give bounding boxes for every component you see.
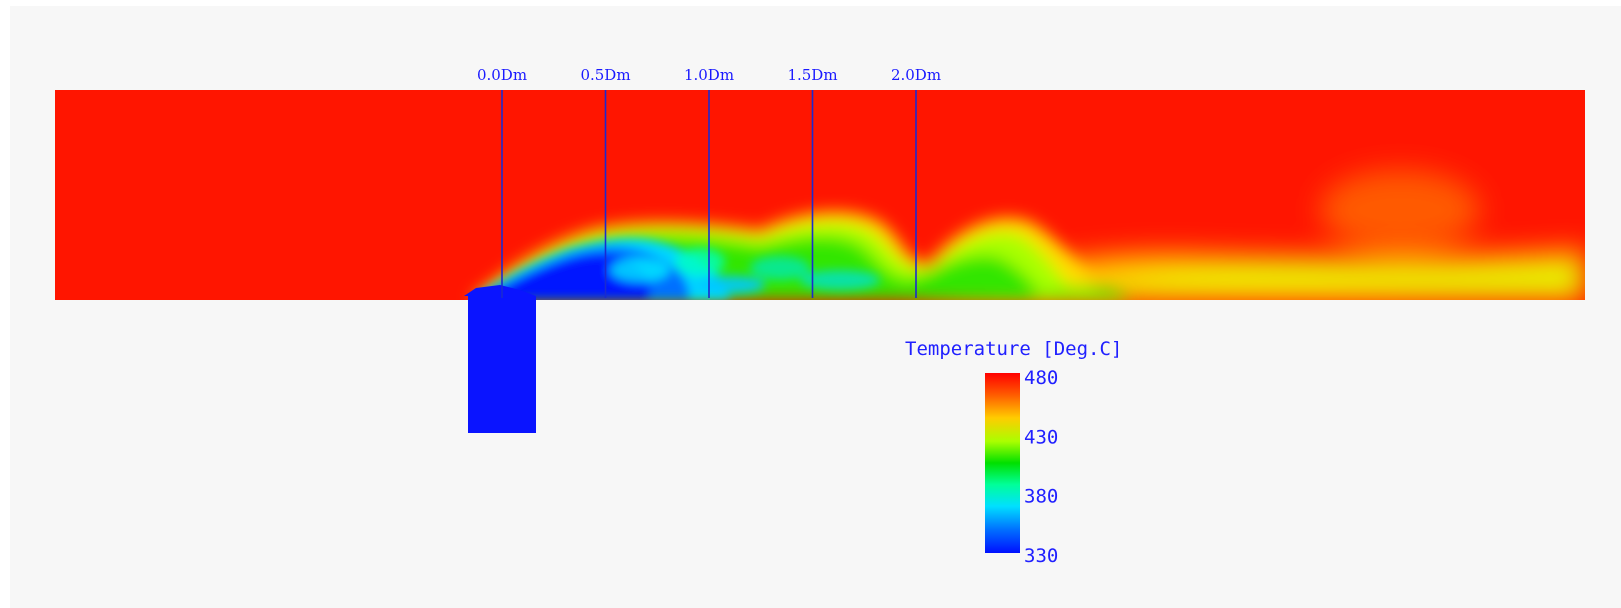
measurement-stations: 0.0Dm 0.5Dm 1.0Dm 1.5Dm 2.0Dm [477,66,941,298]
legend-tick-3: 330 [1024,545,1058,567]
jet-inlet-pipe [464,285,536,433]
jet-plume [470,170,1585,300]
temperature-legend: Temperature [Deg.C] 480 430 380 330 [905,338,1122,567]
station-label-1: 0.5Dm [580,66,630,84]
station-label-4: 2.0Dm [891,66,941,84]
legend-title: Temperature [Deg.C] [905,338,1122,360]
inlet-pipe-mouth [464,285,536,296]
legend-tick-0: 480 [1024,367,1058,389]
legend-tick-1: 430 [1024,426,1058,448]
legend-tick-labels: 480 430 380 330 [1024,367,1058,567]
duct-domain [55,90,1585,300]
station-label-2: 1.0Dm [684,66,734,84]
station-label-3: 1.5Dm [787,66,837,84]
legend-colorbar [985,373,1020,553]
inlet-pipe-body [468,296,536,433]
station-label-0: 0.0Dm [477,66,527,84]
legend-tick-2: 380 [1024,486,1058,508]
